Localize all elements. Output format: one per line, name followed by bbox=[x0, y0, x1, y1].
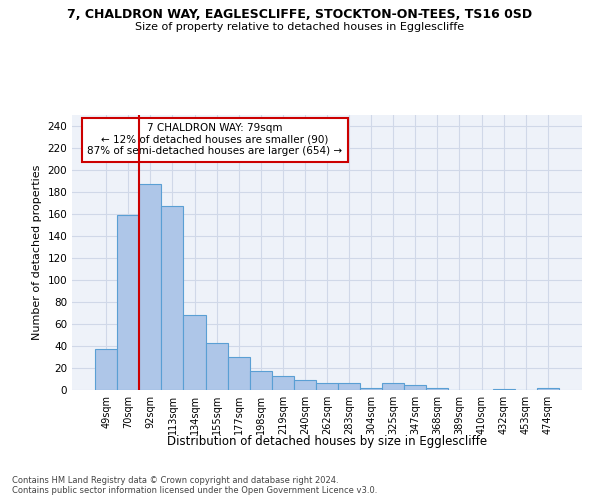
Bar bbox=[294, 380, 316, 390]
Bar bbox=[184, 315, 206, 390]
Bar bbox=[139, 184, 161, 390]
Bar bbox=[360, 388, 382, 390]
Text: Size of property relative to detached houses in Egglescliffe: Size of property relative to detached ho… bbox=[136, 22, 464, 32]
Bar bbox=[537, 388, 559, 390]
Bar bbox=[117, 215, 139, 390]
Bar bbox=[95, 350, 117, 390]
Bar bbox=[316, 384, 338, 390]
Bar bbox=[404, 384, 427, 390]
Text: Contains HM Land Registry data © Crown copyright and database right 2024.
Contai: Contains HM Land Registry data © Crown c… bbox=[12, 476, 377, 495]
Bar bbox=[427, 388, 448, 390]
Bar bbox=[161, 206, 184, 390]
Bar bbox=[272, 376, 294, 390]
Bar bbox=[250, 372, 272, 390]
Bar bbox=[338, 384, 360, 390]
Text: 7, CHALDRON WAY, EAGLESCLIFFE, STOCKTON-ON-TEES, TS16 0SD: 7, CHALDRON WAY, EAGLESCLIFFE, STOCKTON-… bbox=[67, 8, 533, 20]
Text: Distribution of detached houses by size in Egglescliffe: Distribution of detached houses by size … bbox=[167, 435, 487, 448]
Bar bbox=[493, 389, 515, 390]
Y-axis label: Number of detached properties: Number of detached properties bbox=[32, 165, 42, 340]
Bar bbox=[227, 357, 250, 390]
Bar bbox=[382, 384, 404, 390]
Text: 7 CHALDRON WAY: 79sqm
← 12% of detached houses are smaller (90)
87% of semi-deta: 7 CHALDRON WAY: 79sqm ← 12% of detached … bbox=[87, 123, 343, 156]
Bar bbox=[206, 342, 227, 390]
